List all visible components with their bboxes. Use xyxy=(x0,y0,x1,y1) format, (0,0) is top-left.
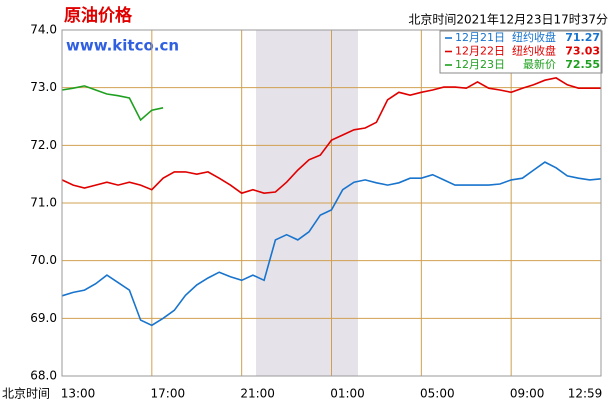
y-tick-label: 70.0 xyxy=(30,253,57,267)
legend-value: 73.03 xyxy=(565,45,600,58)
legend-label: 最新价 xyxy=(523,57,556,71)
x-tick-label: 05:00 xyxy=(420,387,455,401)
series-line xyxy=(61,77,601,195)
y-tick-label: 73.0 xyxy=(30,80,57,94)
x-tick-label: 21:00 xyxy=(240,387,275,401)
x-tick-label: 13:00 xyxy=(61,387,96,401)
legend-box xyxy=(439,30,603,74)
legend-name: 12月23日 xyxy=(455,58,505,71)
legend-value: 71.27 xyxy=(565,31,600,44)
x-axis-label: 北京时间 xyxy=(2,387,50,401)
series-line xyxy=(61,161,602,327)
y-tick-label: 69.0 xyxy=(30,311,57,325)
legend-label: 纽约收盘 xyxy=(512,30,556,44)
x-tick-label: 17:00 xyxy=(151,387,186,401)
series-line xyxy=(61,85,164,122)
y-tick-label: 71.0 xyxy=(30,196,57,210)
y-tick-label: 72.0 xyxy=(30,138,57,152)
chart-subtitle: www.kitco.cn xyxy=(66,37,179,55)
legend-name: 12月21日 xyxy=(455,31,505,44)
timestamp: 北京时间2021年12月23日17时37分 xyxy=(408,13,608,27)
legend-name: 12月22日 xyxy=(455,45,505,58)
y-tick-label: 74.0 xyxy=(30,23,57,37)
y-tick-label: 68.0 xyxy=(30,369,57,383)
chart-title: 原油价格 xyxy=(64,5,133,26)
plot-border xyxy=(61,29,602,377)
legend: 12月21日 纽约收盘 71.27 12月22日 纽约收盘 73.03 12月23日 最新价 7… xyxy=(439,30,603,74)
x-tick-label: 01:00 xyxy=(330,387,365,401)
legend-value: 72.55 xyxy=(565,58,600,71)
legend-label: 纽约收盘 xyxy=(512,44,556,58)
x-tick-label: 09:00 xyxy=(510,387,545,401)
x-tick-label: 12:59 xyxy=(568,387,603,401)
